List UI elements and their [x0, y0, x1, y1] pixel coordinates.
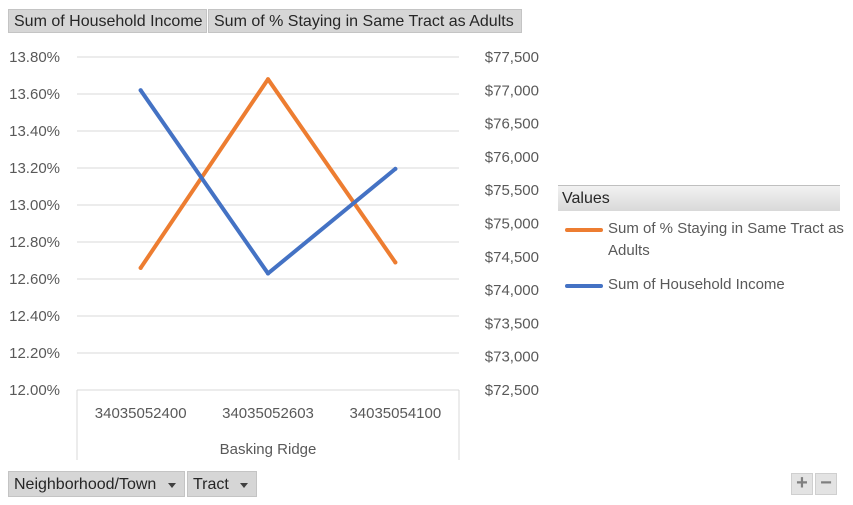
data-point	[138, 88, 143, 93]
field-button-label: Neighborhood/Town	[14, 476, 157, 493]
y-right-tick-label: $76,000	[485, 149, 539, 166]
y-right-tick-label: $75,000	[485, 216, 539, 233]
y-right-tick-label: $73,500	[485, 315, 539, 332]
field-button-staying-same-tract[interactable]: Sum of % Staying in Same Tract as Adults	[208, 9, 522, 33]
x-category-label: 34035052603	[222, 405, 314, 422]
y-right-tick-label: $76,500	[485, 116, 539, 133]
legend-title: Values	[558, 185, 840, 211]
x-category-label: 34035052400	[95, 405, 187, 422]
legend-swatch-blue	[565, 284, 603, 288]
y-right-tick-label: $72,500	[485, 382, 539, 399]
y-left-tick-label: 12.00%	[9, 382, 60, 399]
x-category-label: 34035054100	[349, 405, 441, 422]
collapse-minus-icon[interactable]: −	[815, 473, 837, 495]
y-right-tick-label: $73,000	[485, 349, 539, 366]
data-point	[266, 271, 270, 276]
y-left-tick-label: 13.20%	[9, 160, 60, 177]
y-left-tick-label: 13.60%	[9, 86, 60, 103]
y-right-tick-label: $75,500	[485, 182, 539, 199]
y-left-tick-label: 13.40%	[9, 123, 60, 140]
legend-label-income: Sum of Household Income	[608, 276, 785, 293]
y-right-tick-label: $77,000	[485, 82, 539, 99]
field-button-label: Tract	[193, 476, 229, 493]
y-right-tick-label: $74,500	[485, 249, 539, 266]
data-point	[393, 260, 398, 265]
y-left-tick-label: 12.80%	[9, 234, 60, 251]
field-button-household-income[interactable]: Sum of Household Income	[8, 9, 207, 33]
y-left-tick-label: 12.40%	[9, 308, 60, 325]
y-right-tick-label: $77,500	[485, 49, 539, 66]
series-line	[138, 88, 398, 276]
expand-plus-icon[interactable]: +	[791, 473, 813, 495]
y-right-tick-label: $74,000	[485, 282, 539, 299]
dropdown-arrow-icon	[240, 483, 248, 488]
field-button-neighborhood-town[interactable]: Neighborhood/Town	[8, 471, 185, 497]
y-left-tick-label: 12.20%	[9, 345, 60, 362]
x-group-label: Basking Ridge	[220, 441, 317, 458]
y-left-tick-label: 13.00%	[9, 197, 60, 214]
y-left-tick-label: 13.80%	[9, 49, 60, 66]
data-point	[266, 77, 270, 82]
y-left-tick-label: 12.60%	[9, 271, 60, 288]
data-point	[138, 265, 143, 270]
dropdown-arrow-icon	[168, 483, 176, 488]
legend-label-staying: Sum of % Staying in Same Tract as Adults	[608, 220, 844, 259]
legend-swatch-orange	[565, 228, 603, 232]
field-button-tract[interactable]: Tract	[187, 471, 257, 497]
data-point	[393, 166, 398, 171]
series-line	[138, 77, 398, 270]
